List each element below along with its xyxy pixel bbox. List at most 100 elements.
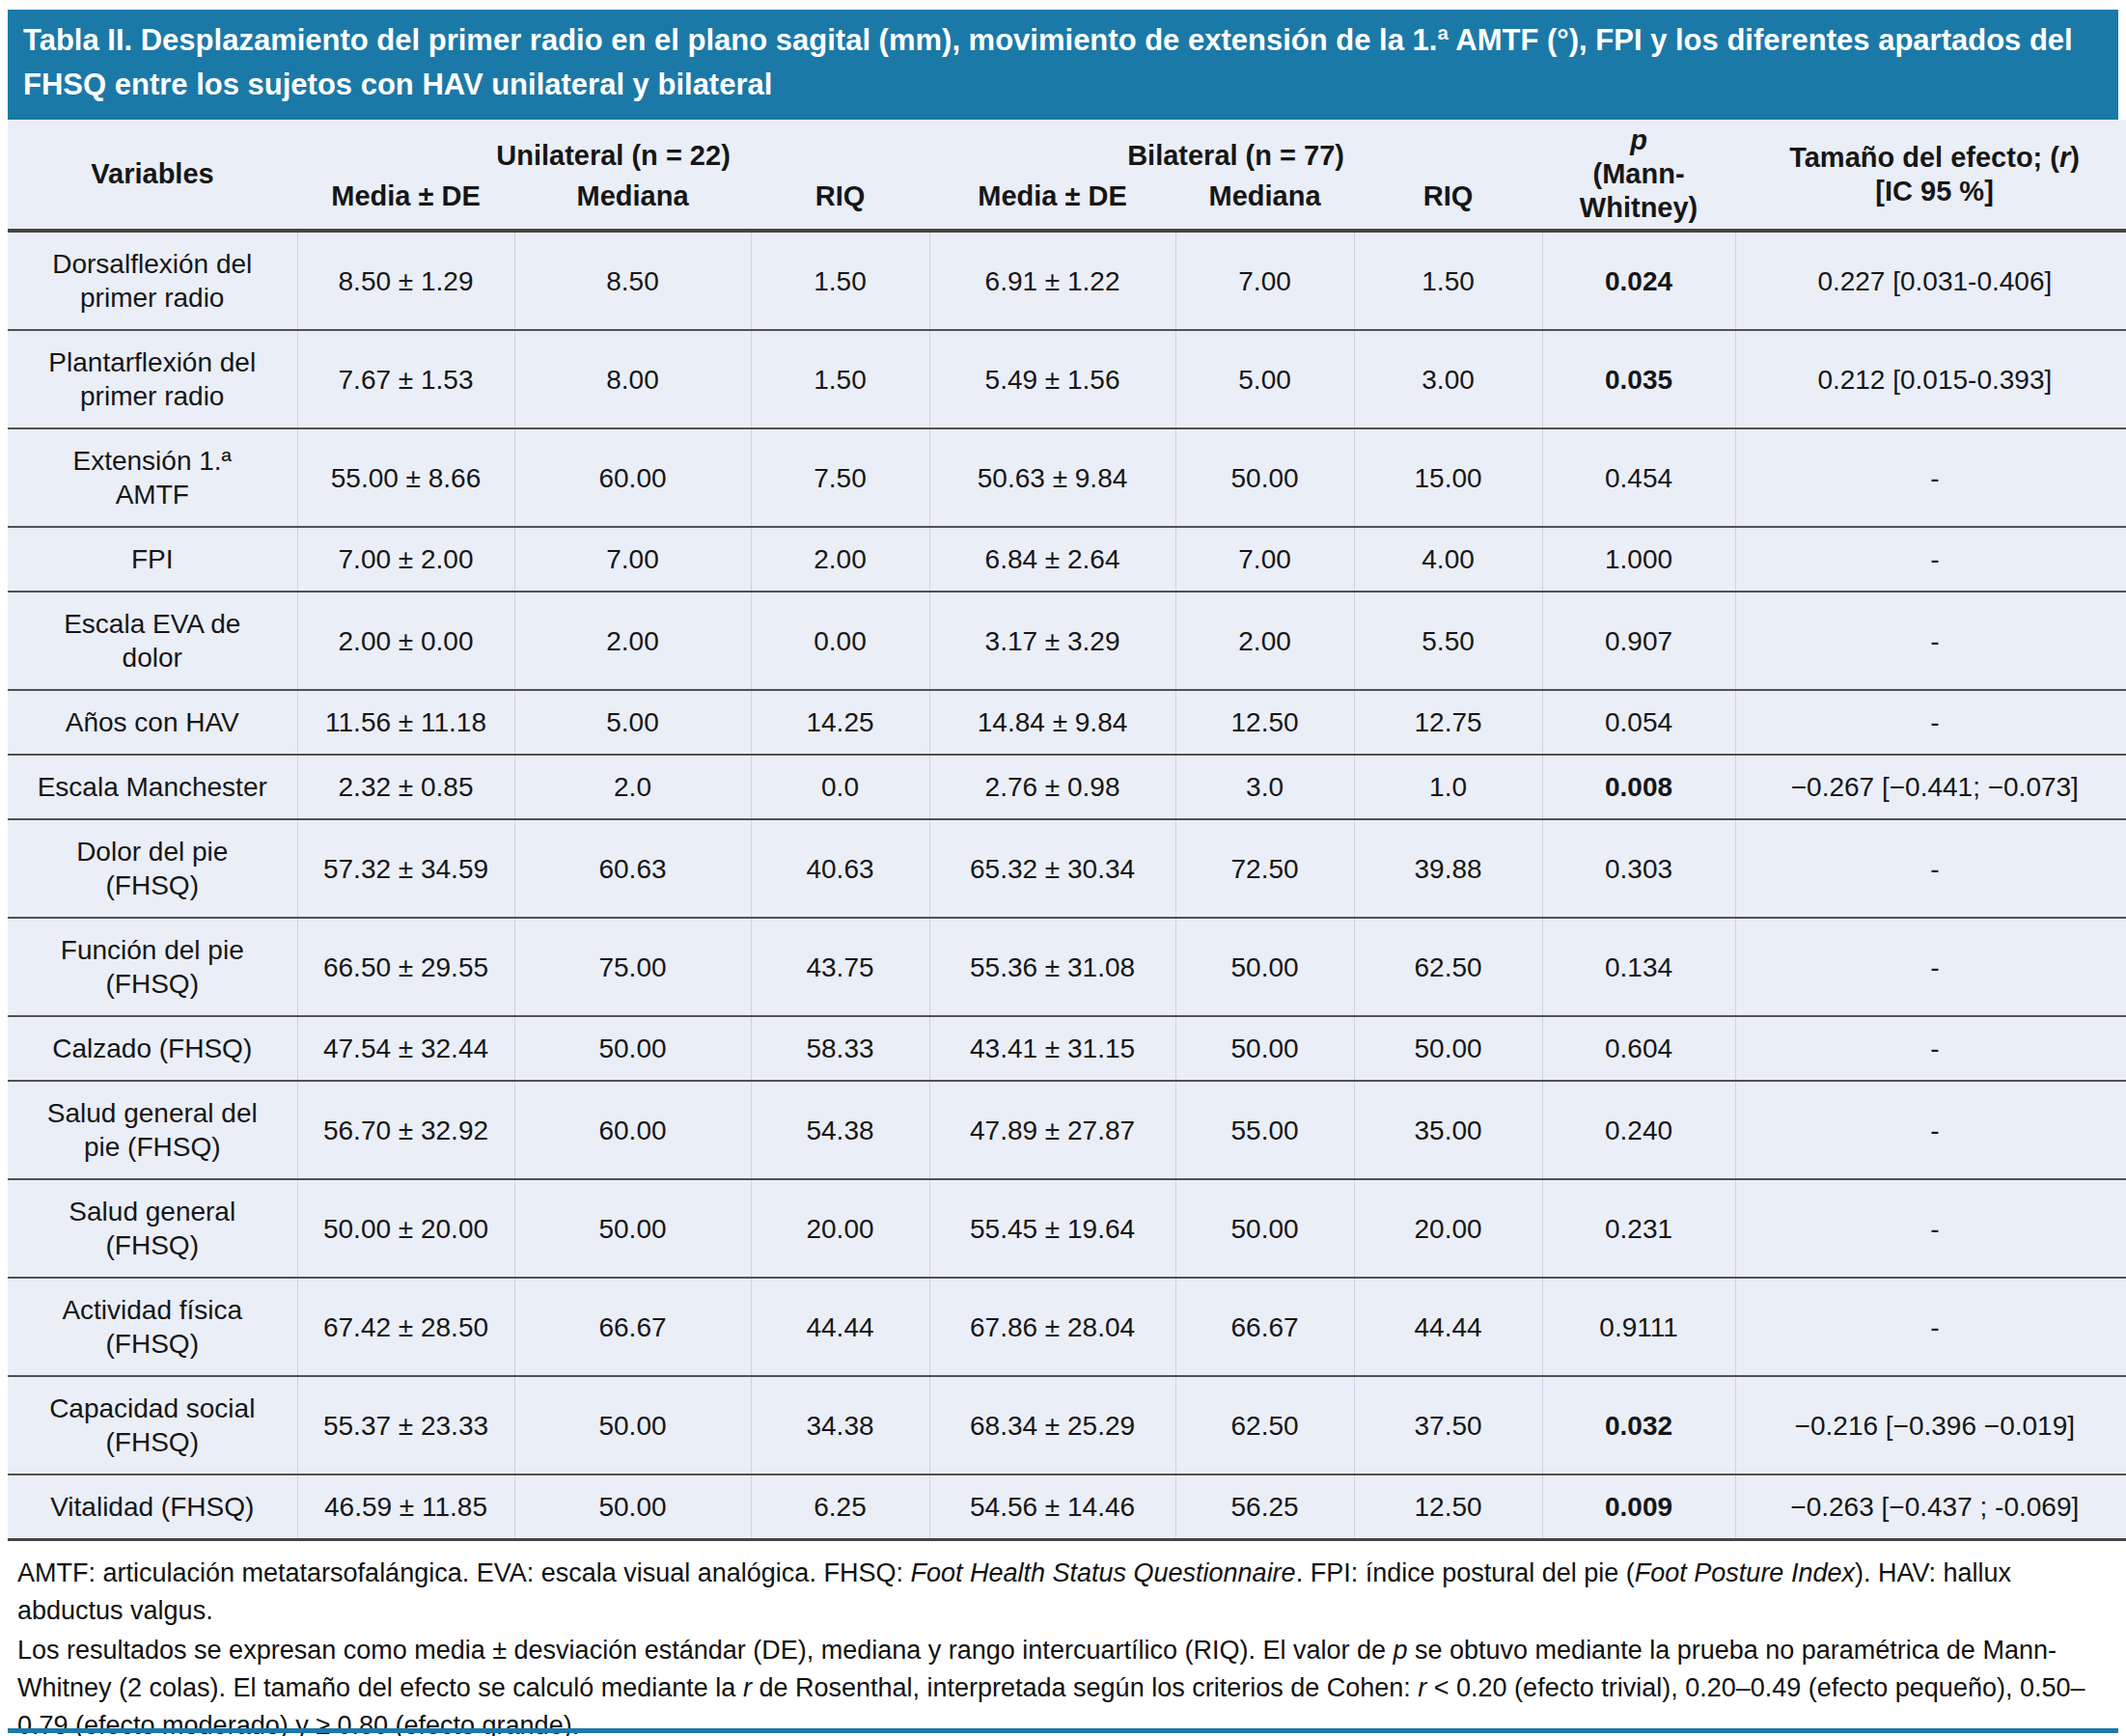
table-row: Años con HAV 11.56 ± 11.18 5.00 14.25 14…: [8, 690, 2126, 755]
cell-mediana-unilateral: 2.0: [514, 755, 751, 819]
row-variable: Escala Manchester: [8, 755, 297, 819]
cell-riq-unilateral: 58.33: [751, 1016, 929, 1081]
cell-media-de-unilateral: 2.00 ± 0.00: [297, 592, 514, 690]
cell-riq-unilateral: 1.50: [751, 231, 929, 330]
cell-mediana-unilateral: 60.00: [514, 1081, 751, 1179]
cell-media-de-bilateral: 50.63 ± 9.84: [929, 428, 1175, 527]
cell-mediana-unilateral: 8.50: [514, 231, 751, 330]
cell-mediana-unilateral: 60.00: [514, 428, 751, 527]
effect-r-symbol: r: [2059, 142, 2070, 173]
p-symbol: p: [1548, 124, 1729, 157]
row-variable: Calzado (FHSQ): [8, 1016, 297, 1081]
cell-mediana-unilateral: 8.00: [514, 330, 751, 428]
table-row: Escala EVA de dolor 2.00 ± 0.00 2.00 0.0…: [8, 592, 2126, 690]
cell-media-de-unilateral: 55.37 ± 23.33: [297, 1376, 514, 1474]
table-row: Plantarflexión del primer radio 7.67 ± 1…: [8, 330, 2126, 428]
cell-mediana-bilateral: 2.00: [1175, 592, 1354, 690]
cell-riq-unilateral: 1.50: [751, 330, 929, 428]
row-variable: Vitalidad (FHSQ): [8, 1474, 297, 1540]
row-variable: Extensión 1.ª AMTF: [8, 428, 297, 527]
effect-ci-label: [IC 95 %]: [1875, 176, 1993, 207]
cell-mediana-unilateral: 50.00: [514, 1016, 751, 1081]
cell-riq-unilateral: 6.25: [751, 1474, 929, 1540]
cell-media-de-unilateral: 67.42 ± 28.50: [297, 1278, 514, 1376]
effect-size: -: [1735, 1278, 2126, 1376]
row-variable: Plantarflexión del primer radio: [8, 330, 297, 428]
cell-media-de-unilateral: 47.54 ± 32.44: [297, 1016, 514, 1081]
subheader-riq-unilateral: RIQ: [751, 173, 929, 231]
cell-media-de-unilateral: 7.67 ± 1.53: [297, 330, 514, 428]
cell-media-de-bilateral: 68.34 ± 25.29: [929, 1376, 1175, 1474]
p-value: 0.024: [1542, 231, 1735, 330]
p-value: 0.9111: [1542, 1278, 1735, 1376]
p-value: 0.035: [1542, 330, 1735, 428]
cell-mediana-unilateral: 66.67: [514, 1278, 751, 1376]
table-row: Actividad física (FHSQ) 67.42 ± 28.50 66…: [8, 1278, 2126, 1376]
bottom-rule: [8, 1728, 2118, 1733]
cell-riq-bilateral: 20.00: [1354, 1179, 1542, 1278]
p-value: 0.231: [1542, 1179, 1735, 1278]
group-header-bilateral: Bilateral (n = 77): [929, 120, 1542, 173]
cell-mediana-unilateral: 50.00: [514, 1376, 751, 1474]
row-variable: Actividad física (FHSQ): [8, 1278, 297, 1376]
cell-riq-unilateral: 7.50: [751, 428, 929, 527]
table-row: Dolor del pie (FHSQ) 57.32 ± 34.59 60.63…: [8, 819, 2126, 918]
table-row: Función del pie (FHSQ) 66.50 ± 29.55 75.…: [8, 918, 2126, 1016]
cell-media-de-bilateral: 6.84 ± 2.64: [929, 527, 1175, 592]
p-value: 1.000: [1542, 527, 1735, 592]
subheader-riq-bilateral: RIQ: [1354, 173, 1542, 231]
p-value: 0.907: [1542, 592, 1735, 690]
cell-riq-bilateral: 1.0: [1354, 755, 1542, 819]
column-header-p-mann-whitney: p(Mann-Whitney): [1542, 120, 1735, 231]
effect-size: -: [1735, 918, 2126, 1016]
table-row: Salud general del pie (FHSQ) 56.70 ± 32.…: [8, 1081, 2126, 1179]
fpi-full-name: Foot Posture Index: [1635, 1558, 1855, 1587]
cell-mediana-bilateral: 72.50: [1175, 819, 1354, 918]
cell-mediana-bilateral: 3.0: [1175, 755, 1354, 819]
cell-mediana-bilateral: 50.00: [1175, 1016, 1354, 1081]
effect-size: −0.216 [−0.396 −0.019]: [1735, 1376, 2126, 1474]
cell-media-de-bilateral: 67.86 ± 28.04: [929, 1278, 1175, 1376]
cell-riq-unilateral: 0.0: [751, 755, 929, 819]
cell-media-de-bilateral: 65.32 ± 30.34: [929, 819, 1175, 918]
p-value: 0.604: [1542, 1016, 1735, 1081]
table-row: Calzado (FHSQ) 47.54 ± 32.44 50.00 58.33…: [8, 1016, 2126, 1081]
cell-riq-unilateral: 2.00: [751, 527, 929, 592]
table-row: Escala Manchester 2.32 ± 0.85 2.0 0.0 2.…: [8, 755, 2126, 819]
cell-riq-bilateral: 50.00: [1354, 1016, 1542, 1081]
cell-mediana-bilateral: 12.50: [1175, 690, 1354, 755]
table-row: Salud general (FHSQ) 50.00 ± 20.00 50.00…: [8, 1179, 2126, 1278]
cell-media-de-bilateral: 54.56 ± 14.46: [929, 1474, 1175, 1540]
cell-mediana-bilateral: 66.67: [1175, 1278, 1354, 1376]
cell-riq-bilateral: 4.00: [1354, 527, 1542, 592]
r-symbol: r: [743, 1673, 752, 1702]
subheader-mediana-bilateral: Mediana: [1175, 173, 1354, 231]
cell-riq-bilateral: 3.00: [1354, 330, 1542, 428]
cell-media-de-unilateral: 8.50 ± 1.29: [297, 231, 514, 330]
effect-size: -: [1735, 592, 2126, 690]
cell-mediana-unilateral: 50.00: [514, 1474, 751, 1540]
table-row: Vitalidad (FHSQ) 46.59 ± 11.85 50.00 6.2…: [8, 1474, 2126, 1540]
cell-riq-bilateral: 1.50: [1354, 231, 1542, 330]
effect-size: 0.227 [0.031-0.406]: [1735, 231, 2126, 330]
cell-media-de-bilateral: 43.41 ± 31.15: [929, 1016, 1175, 1081]
row-variable: Capacidad social (FHSQ): [8, 1376, 297, 1474]
effect-size: 0.212 [0.015-0.393]: [1735, 330, 2126, 428]
cell-media-de-unilateral: 56.70 ± 32.92: [297, 1081, 514, 1179]
cell-riq-unilateral: 34.38: [751, 1376, 929, 1474]
row-variable: Función del pie (FHSQ): [8, 918, 297, 1016]
row-variable: Años con HAV: [8, 690, 297, 755]
row-variable: Dorsalflexión del primer radio: [8, 231, 297, 330]
cell-mediana-unilateral: 7.00: [514, 527, 751, 592]
cell-media-de-unilateral: 7.00 ± 2.00: [297, 527, 514, 592]
p-value: 0.009: [1542, 1474, 1735, 1540]
cell-riq-bilateral: 35.00: [1354, 1081, 1542, 1179]
cell-riq-unilateral: 40.63: [751, 819, 929, 918]
cell-riq-bilateral: 44.44: [1354, 1278, 1542, 1376]
row-variable: Salud general (FHSQ): [8, 1179, 297, 1278]
cell-riq-bilateral: 12.75: [1354, 690, 1542, 755]
table-row: Extensión 1.ª AMTF 55.00 ± 8.66 60.00 7.…: [8, 428, 2126, 527]
cell-mediana-bilateral: 55.00: [1175, 1081, 1354, 1179]
cell-mediana-bilateral: 50.00: [1175, 1179, 1354, 1278]
table-page: Tabla II. Desplazamiento del primer radi…: [0, 0, 2126, 1736]
